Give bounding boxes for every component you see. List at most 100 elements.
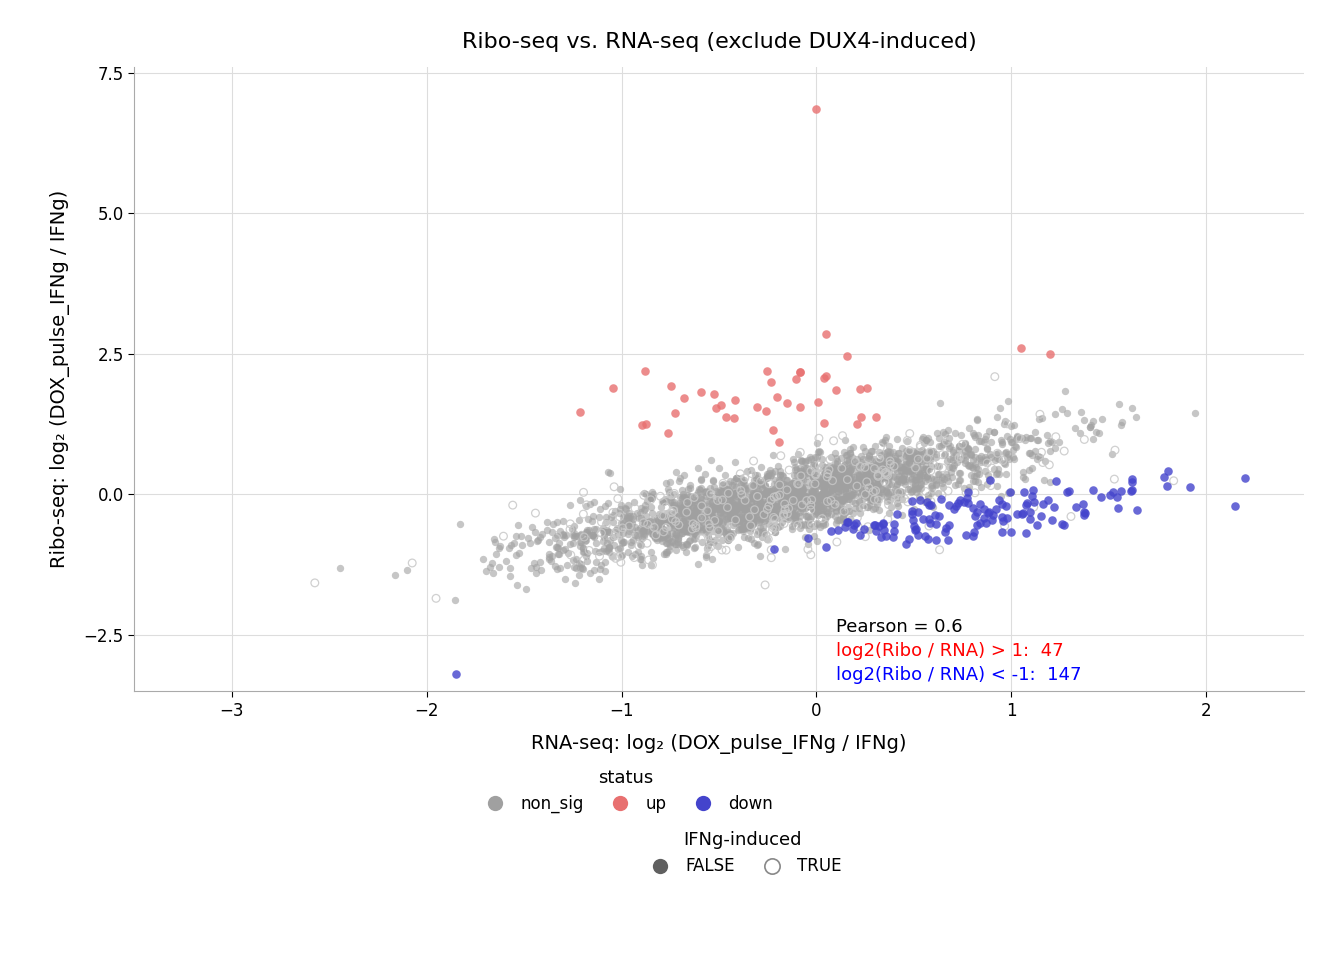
Point bbox=[594, 498, 616, 514]
Point bbox=[835, 478, 856, 493]
Point bbox=[707, 513, 728, 528]
Point bbox=[668, 520, 689, 536]
Point bbox=[867, 475, 888, 491]
Point bbox=[763, 503, 785, 518]
Point bbox=[801, 478, 823, 493]
Point bbox=[806, 497, 828, 513]
Point bbox=[732, 480, 754, 495]
Point bbox=[878, 459, 899, 474]
Point bbox=[612, 520, 633, 536]
Point bbox=[872, 460, 894, 475]
Point bbox=[770, 491, 792, 506]
Point bbox=[621, 538, 642, 553]
Point bbox=[849, 505, 871, 520]
Point bbox=[853, 485, 875, 500]
Point bbox=[574, 529, 595, 544]
Point bbox=[933, 447, 954, 463]
Point bbox=[898, 444, 919, 460]
Point bbox=[816, 489, 837, 504]
Point bbox=[679, 513, 700, 528]
Point bbox=[907, 504, 929, 519]
Point bbox=[820, 452, 841, 468]
Point bbox=[734, 485, 755, 500]
Point bbox=[798, 466, 820, 481]
Point bbox=[875, 430, 896, 445]
Point bbox=[684, 526, 706, 541]
Point bbox=[800, 497, 821, 513]
Point bbox=[539, 535, 560, 550]
Point bbox=[757, 468, 778, 483]
Point bbox=[734, 501, 755, 516]
Point bbox=[892, 461, 914, 476]
Point bbox=[938, 430, 960, 445]
Point bbox=[902, 469, 923, 485]
Point bbox=[910, 462, 931, 477]
Point bbox=[824, 456, 845, 471]
Point bbox=[825, 480, 847, 495]
Point bbox=[820, 468, 841, 484]
Point bbox=[898, 455, 919, 470]
Point bbox=[671, 497, 692, 513]
Point bbox=[1180, 479, 1202, 494]
Point bbox=[695, 507, 716, 522]
Point bbox=[762, 447, 784, 463]
Point bbox=[840, 477, 862, 492]
Point bbox=[809, 488, 831, 503]
Point bbox=[794, 517, 816, 533]
Point bbox=[710, 483, 731, 498]
Point bbox=[640, 491, 661, 506]
Point bbox=[929, 509, 950, 524]
Point bbox=[679, 488, 700, 503]
Point bbox=[711, 501, 732, 516]
Point bbox=[829, 477, 851, 492]
Point bbox=[957, 441, 978, 456]
Point bbox=[617, 513, 638, 528]
Point bbox=[1027, 449, 1048, 465]
Point bbox=[660, 539, 681, 554]
Point bbox=[732, 492, 754, 508]
Point bbox=[902, 450, 923, 466]
Point bbox=[735, 495, 757, 511]
Point bbox=[720, 505, 742, 520]
Point bbox=[790, 481, 812, 496]
Point bbox=[943, 502, 965, 517]
Point bbox=[548, 546, 570, 562]
Point bbox=[852, 483, 874, 498]
Point bbox=[739, 499, 761, 515]
Point bbox=[1015, 471, 1036, 487]
Point bbox=[851, 465, 872, 480]
Point bbox=[737, 463, 758, 478]
Point bbox=[769, 490, 790, 505]
Point bbox=[934, 471, 956, 487]
Point bbox=[793, 481, 814, 496]
Point bbox=[719, 473, 741, 489]
Point bbox=[793, 503, 814, 518]
Point bbox=[774, 502, 796, 517]
Point bbox=[859, 448, 880, 464]
Point bbox=[767, 484, 789, 499]
Point bbox=[974, 451, 996, 467]
Point bbox=[741, 508, 762, 523]
Point bbox=[661, 490, 683, 505]
Point bbox=[704, 515, 726, 530]
Point bbox=[687, 519, 708, 535]
Point bbox=[757, 466, 778, 481]
Point bbox=[898, 464, 919, 479]
Point bbox=[862, 485, 883, 500]
Point bbox=[691, 504, 712, 519]
Point bbox=[659, 542, 680, 558]
Point bbox=[788, 476, 809, 492]
Point bbox=[659, 511, 680, 526]
Point bbox=[771, 515, 793, 530]
Point bbox=[610, 533, 632, 548]
Point bbox=[723, 497, 745, 513]
Point bbox=[789, 365, 810, 380]
Point bbox=[676, 505, 698, 520]
Point bbox=[864, 483, 886, 498]
Point bbox=[569, 538, 590, 553]
Point bbox=[777, 482, 798, 497]
Point bbox=[732, 494, 754, 510]
Point bbox=[797, 508, 818, 523]
Point bbox=[790, 509, 812, 524]
Point bbox=[685, 493, 707, 509]
